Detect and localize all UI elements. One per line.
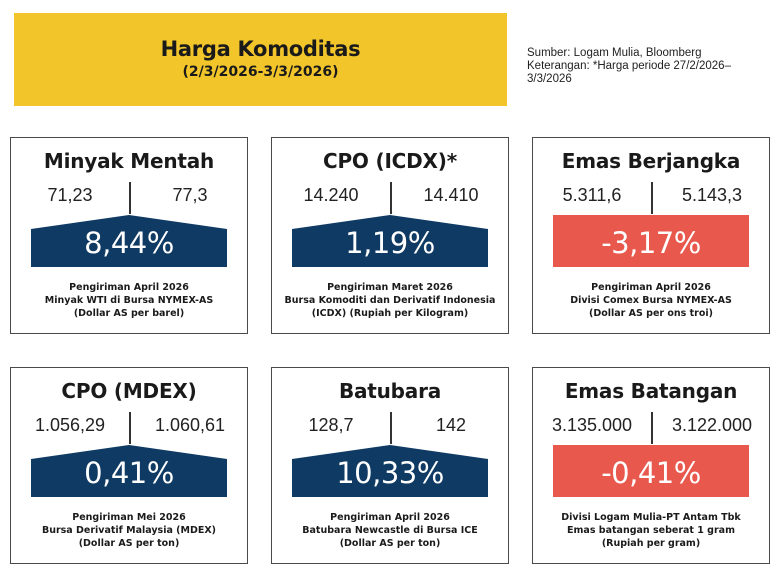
- info-line-1: Pengiriman April 2026: [330, 512, 450, 523]
- info-line-1: Pengiriman April 2026: [591, 282, 711, 293]
- current-price: 3.122.000: [671, 415, 753, 435]
- previous-price: 5.311,6: [562, 185, 622, 205]
- info-line-3: (Dollar AS per ton): [339, 538, 441, 549]
- commodity-name: CPO (MDEX): [61, 379, 197, 403]
- change-banner-up: 0,41%: [31, 445, 227, 497]
- source-line: Sumber: Logam Mulia, Bloomberg: [527, 47, 702, 59]
- change-banner-up: 1,19%: [292, 215, 488, 267]
- value-divider: [390, 182, 392, 214]
- change-banner-up: 8,44%: [31, 215, 227, 267]
- value-divider: [129, 182, 131, 214]
- change-banner-up: 10,33%: [292, 445, 488, 497]
- banner-shape: [292, 215, 488, 267]
- page-title: Harga Komoditas: [160, 37, 361, 61]
- commodity-name: Emas Batangan: [564, 379, 738, 403]
- contract-info: Divisi Logam Mulia-PT Antam Tbk Emas bata…: [537, 511, 765, 550]
- header-panel: Harga Komoditas (2/3/2026-3/3/2026): [14, 13, 507, 106]
- info-line-3: (Dollar AS per barel): [73, 308, 185, 319]
- commodity-card: CPO (ICDX)* 14.240 14.410 1,19% Pengiriman M…: [271, 137, 509, 334]
- price-values: 128,7 142: [272, 412, 508, 444]
- percent-change: 10,33%: [336, 456, 444, 490]
- previous-price: 3.135.000: [551, 415, 633, 435]
- info-line-1: Pengiriman April 2026: [69, 282, 189, 293]
- previous-price: 14.240: [303, 185, 359, 205]
- info-line-2: Emas batangan seberat 1 gram: [567, 525, 735, 536]
- banner-shape: [31, 445, 227, 497]
- previous-price: 128,7: [308, 415, 354, 435]
- info-line-3: (Rupiah per gram): [601, 538, 701, 549]
- price-values: 14.240 14.410: [272, 182, 508, 214]
- price-values: 5.311,6 5.143,3: [533, 182, 769, 214]
- price-values: 3.135.000 3.122.000: [533, 412, 769, 444]
- info-line-2: Bursa Derivatif Malaysia (MDEX): [41, 525, 217, 536]
- note-line-cont: 3/3/2026: [527, 73, 572, 85]
- period-label: (2/3/2026-3/3/2026): [182, 64, 339, 80]
- commodity-card: CPO (MDEX) 1.056,29 1.060,61 0,41% Pengirima…: [10, 367, 248, 564]
- banner-shape: [31, 215, 227, 267]
- percent-change: -0,41%: [601, 456, 701, 490]
- banner-shape: [292, 445, 488, 497]
- note-line: Keterangan: *Harga periode 27/2/2026–: [527, 60, 731, 72]
- info-line-2: Batubara Newcastle di Bursa ICE: [302, 525, 478, 536]
- current-price: 77,3: [172, 185, 208, 205]
- commodity-name: Emas Berjangka: [561, 149, 741, 173]
- banner-shape: [553, 215, 749, 267]
- info-line-2: Minyak WTI di Bursa NYMEX-AS: [44, 295, 214, 306]
- commodity-card: Emas Berjangka 5.311,6 5.143,3 -3,17% Pengir…: [532, 137, 770, 334]
- previous-price: 71,23: [47, 185, 93, 205]
- value-divider: [129, 412, 131, 444]
- commodity-name: CPO (ICDX)*: [323, 149, 457, 173]
- percent-change: 0,41%: [84, 456, 174, 490]
- info-line-2: Bursa Komoditi dan Derivatif Indonesia: [284, 295, 496, 306]
- previous-price: 1.056,29: [34, 415, 106, 435]
- contract-info: Pengiriman Mei 2026 Bursa Derivatif Malay…: [15, 511, 243, 550]
- commodity-card: Emas Batangan 3.135.000 3.122.000 -0,41% Div…: [532, 367, 770, 564]
- commodity-name: Minyak Mentah: [43, 149, 215, 173]
- current-price: 5.143,3: [681, 185, 743, 205]
- percent-change: 8,44%: [84, 226, 174, 260]
- contract-info: Pengiriman April 2026 Batubara Newcastle …: [276, 511, 504, 550]
- contract-info: Pengiriman April 2026 Divisi Comex Bursa …: [537, 281, 765, 320]
- info-line-3: (ICDX) (Rupiah per Kilogram): [311, 308, 469, 319]
- value-divider: [651, 182, 653, 214]
- percent-change: -3,17%: [601, 226, 701, 260]
- info-line-3: (Dollar AS per ons troi): [588, 308, 713, 319]
- value-divider: [651, 412, 653, 444]
- source-note: Sumber: Logam Mulia, Bloomberg Keteranga…: [527, 47, 767, 86]
- commodity-name: Batubara: [338, 379, 442, 403]
- info-line-1: Pengiriman Maret 2026: [327, 282, 453, 293]
- info-line-3: (Dollar AS per ton): [78, 538, 180, 549]
- contract-info: Pengiriman April 2026 Minyak WTI di Bursa…: [15, 281, 243, 320]
- price-values: 1.056,29 1.060,61: [11, 412, 247, 444]
- commodity-card: Batubara 128,7 142 10,33% Pengiriman April 2…: [271, 367, 509, 564]
- percent-change: 1,19%: [345, 226, 435, 260]
- price-values: 71,23 77,3: [11, 182, 247, 214]
- current-price: 14.410: [423, 185, 479, 205]
- change-banner-down: -3,17%: [553, 215, 749, 267]
- commodity-card: Minyak Mentah 71,23 77,3 8,44% Pengiriman Ap…: [10, 137, 248, 334]
- contract-info: Pengiriman Maret 2026 Bursa Komoditi dan …: [276, 281, 504, 320]
- banner-shape: [553, 445, 749, 497]
- info-line-1: Pengiriman Mei 2026: [72, 512, 186, 523]
- current-price: 1.060,61: [154, 415, 226, 435]
- current-price: 142: [435, 415, 467, 435]
- info-line-2: Divisi Comex Bursa NYMEX-AS: [570, 295, 732, 306]
- value-divider: [390, 412, 392, 444]
- change-banner-down: -0,41%: [553, 445, 749, 497]
- info-line-1: Divisi Logam Mulia-PT Antam Tbk: [561, 512, 741, 523]
